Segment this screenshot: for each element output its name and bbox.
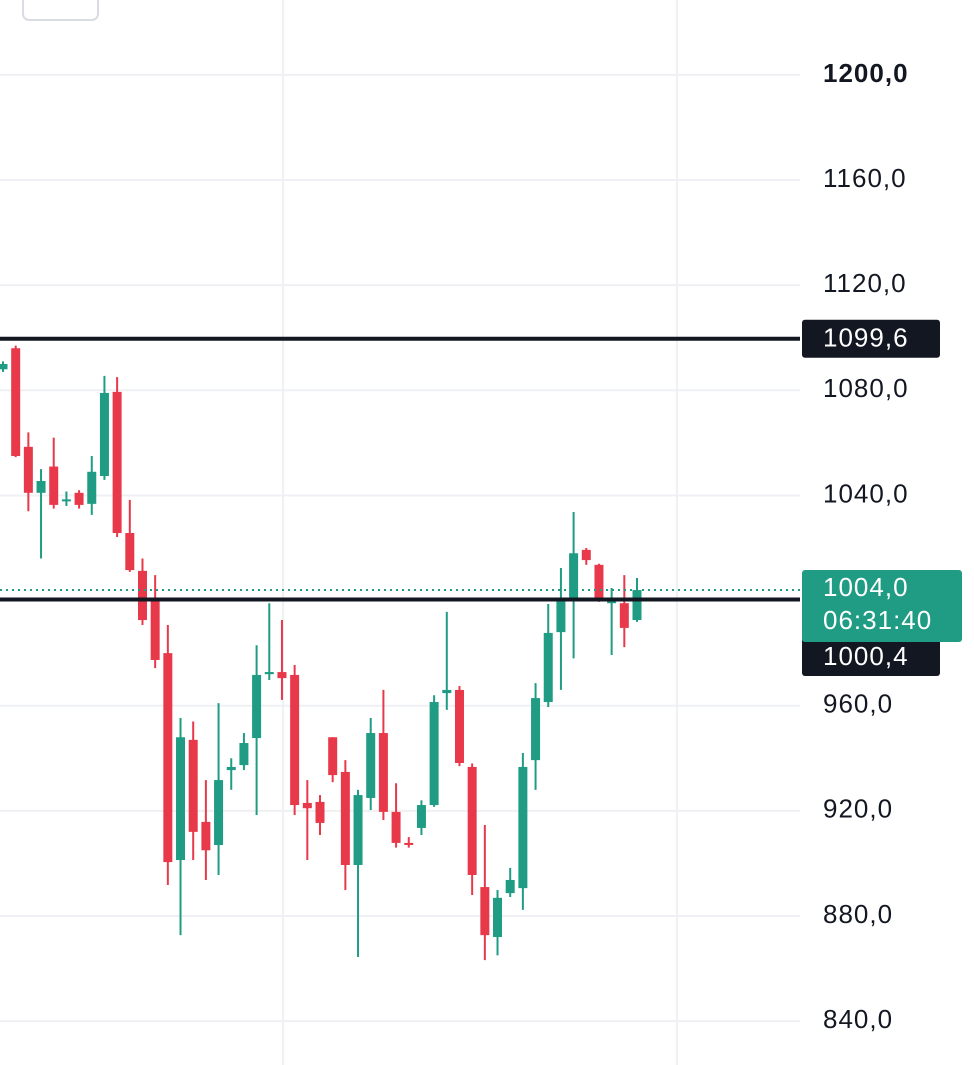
candle-body: [632, 590, 642, 621]
candle-body: [315, 801, 325, 823]
candle-body: [429, 702, 439, 806]
toolbar-button[interactable]: [22, 0, 99, 21]
candle-body: [61, 499, 71, 502]
y-tick-label: 1080,0: [823, 373, 909, 403]
candle-body: [87, 471, 97, 504]
candle-body: [404, 842, 414, 846]
price-line-label: 1099,6: [823, 323, 909, 353]
y-tick-label: 960,0: [823, 689, 893, 719]
candle-body: [290, 674, 300, 806]
grid: [0, 73, 800, 1023]
candle-body: [23, 446, 33, 493]
candle-body: [137, 570, 147, 621]
candle-body: [467, 766, 477, 875]
candle-body: [302, 802, 312, 809]
candle-body: [226, 766, 236, 771]
candle-body: [581, 549, 591, 561]
candle-body: [112, 391, 122, 534]
candle-body: [378, 733, 388, 812]
candle-body: [505, 879, 515, 894]
last-price-label-box: [802, 570, 962, 643]
candle-body: [493, 897, 503, 938]
candle-body: [201, 821, 211, 851]
candle-body: [328, 737, 338, 776]
candle-body: [252, 674, 262, 739]
y-tick-label: 880,0: [823, 899, 893, 929]
candle-body: [74, 492, 84, 505]
candle-body: [188, 739, 198, 832]
candle-body: [619, 603, 629, 628]
price-line-label-box: [802, 638, 940, 677]
candle-body: [340, 771, 350, 865]
candle-body: [442, 689, 452, 694]
y-tick-label: 920,0: [823, 794, 893, 824]
candle-body: [163, 653, 173, 863]
candle-body: [11, 348, 21, 457]
candle-body: [99, 392, 109, 476]
candles: [0, 345, 642, 961]
candle-body: [391, 811, 401, 843]
last-price-label: 1004,0: [823, 572, 909, 602]
candle-body: [556, 600, 566, 633]
candle-body: [0, 364, 8, 370]
candle-body: [150, 600, 160, 660]
candle-body: [366, 733, 376, 798]
price-line-label: 1000,4: [823, 641, 909, 671]
candle-body: [277, 672, 287, 679]
candle-body: [49, 466, 59, 505]
price-lines: [0, 336, 800, 602]
y-tick-label: 840,0: [823, 1004, 893, 1034]
candle-body: [454, 689, 464, 764]
candle-body: [264, 672, 274, 675]
candle-body: [416, 805, 426, 828]
y-tick-label: 1160,0: [823, 163, 907, 193]
price-axis: 840,0 880,0 920,0 960,0 1040,0 1080,0 1120,0 11…: [802, 58, 962, 1034]
candle-body: [239, 743, 249, 766]
y-tick-label: 1120,0: [823, 268, 907, 298]
candle-body: [569, 553, 579, 601]
y-tick-label: 1040,0: [823, 478, 909, 508]
candle-body: [36, 480, 46, 493]
y-tick-label: 1200,0: [823, 58, 909, 88]
candle-body: [594, 564, 604, 601]
candle-body: [214, 780, 224, 846]
candle-body: [518, 766, 528, 889]
candle-body: [176, 737, 186, 860]
candle-body: [353, 795, 363, 865]
price-line-label-box: [802, 319, 940, 358]
candle-body: [125, 533, 135, 571]
countdown-label: 06:31:40: [823, 605, 932, 635]
candle-body: [531, 698, 541, 761]
candle-body: [543, 632, 553, 703]
candle-body: [480, 887, 490, 936]
candle-body: [607, 600, 617, 604]
